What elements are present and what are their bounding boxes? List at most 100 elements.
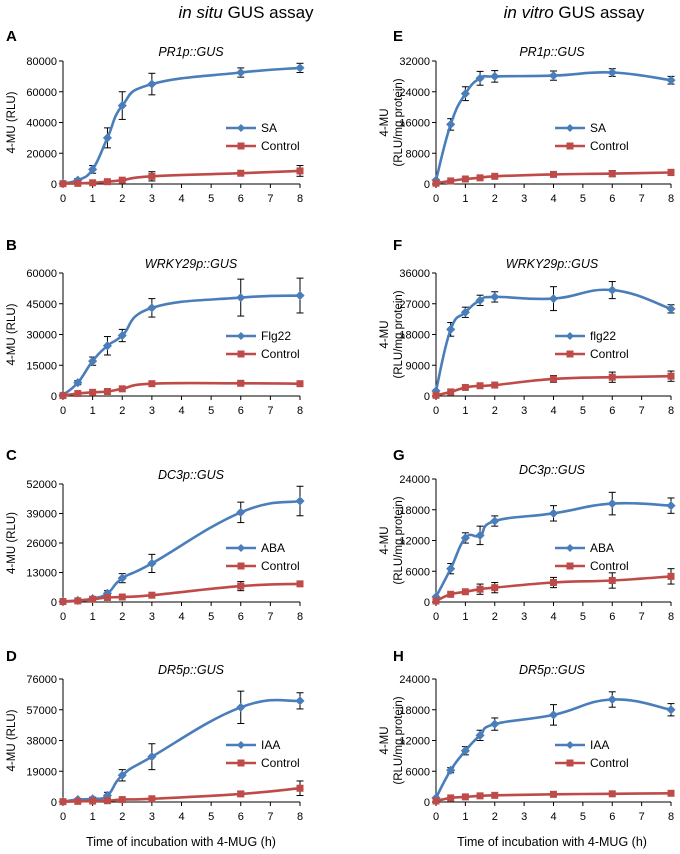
x-tick-label: 7 — [267, 811, 273, 823]
y-axis-label-line: 4-MU — [379, 108, 391, 136]
data-point-square — [74, 179, 82, 187]
chart-title-g: DC3p::GUS — [519, 463, 586, 477]
y-axis-label-line: 4-MU (RLU) — [6, 512, 18, 574]
data-point-diamond — [88, 356, 98, 366]
data-point-diamond — [490, 719, 500, 729]
data-point-diamond — [117, 101, 127, 111]
x-tick-label: 7 — [267, 405, 273, 417]
chart-title-a: PR1p::GUS — [158, 45, 224, 59]
y-tick-label: 6000 — [406, 566, 430, 578]
data-point-square — [89, 797, 97, 805]
x-tick-label: 7 — [639, 811, 645, 823]
y-tick-label: 0 — [424, 179, 430, 191]
data-point-diamond — [548, 710, 559, 720]
data-point-diamond — [475, 295, 485, 305]
chart-title-e: PR1p::GUS — [519, 45, 585, 59]
x-tick-label: 0 — [60, 405, 66, 417]
y-axis-label-line: 4-MU (RLU) — [6, 709, 18, 771]
y-axis-label-line: 4-MU (RLU) — [6, 91, 18, 153]
data-point-diamond — [446, 119, 456, 129]
x-tick-label: 1 — [462, 811, 468, 823]
x-tick-label: 6 — [238, 611, 244, 623]
legend-label: Control — [590, 559, 629, 573]
x-tick-label: 3 — [149, 193, 155, 205]
legend-marker-diamond — [566, 332, 574, 340]
x-tick-label: 0 — [433, 611, 439, 623]
data-point-square — [59, 598, 67, 606]
series-treatment-h — [431, 691, 676, 803]
x-axis-label-right: Time of incubation with 4-MUG (h) — [457, 835, 647, 849]
data-point-square — [667, 572, 675, 580]
data-point-square — [667, 789, 675, 797]
legend-label: Control — [261, 756, 300, 770]
y-axis-label-h: 4-MU (RLU/mg protein) — [379, 696, 405, 784]
series-treatment-e — [431, 67, 676, 185]
y-tick-label: 27000 — [399, 299, 430, 311]
data-point-diamond — [548, 294, 559, 304]
data-point-square — [103, 387, 111, 395]
y-axis-label-line: 4-MU — [379, 320, 391, 348]
series-line — [62, 582, 301, 603]
data-point-square — [148, 795, 156, 803]
y-axis-label-line: (RLU/mg protein) — [393, 496, 405, 584]
legend-marker-square — [237, 759, 245, 767]
x-tick-label: 0 — [433, 405, 439, 417]
panel-label-h: H — [393, 648, 404, 665]
y-tick-label: 24000 — [399, 474, 430, 486]
y-tick-label: 60000 — [26, 268, 57, 280]
data-point-square — [432, 597, 440, 605]
data-point-square — [118, 385, 126, 393]
data-point-diamond — [295, 696, 305, 706]
x-tick-label: 3 — [521, 405, 527, 417]
data-point-square — [461, 793, 469, 801]
data-point-diamond — [88, 164, 98, 174]
chart-title-h: DR5p::GUS — [519, 663, 586, 677]
data-point-diamond — [117, 330, 127, 341]
data-point-square — [550, 790, 557, 798]
data-point-diamond — [147, 79, 157, 89]
data-point-square — [491, 381, 499, 389]
x-tick-label: 6 — [238, 405, 244, 417]
legend-marker-square — [237, 350, 245, 358]
data-point-diamond — [73, 378, 83, 388]
data-point-square — [59, 392, 67, 400]
y-tick-label: 8000 — [406, 148, 430, 160]
y-tick-label: 15000 — [26, 360, 57, 372]
data-point-square — [447, 177, 455, 185]
data-point-square — [103, 178, 111, 186]
x-tick-label: 7 — [639, 193, 645, 205]
data-point-diamond — [607, 285, 617, 295]
y-tick-label: 38000 — [26, 736, 57, 748]
data-point-square — [89, 388, 97, 396]
data-point-diamond — [147, 303, 157, 313]
x-tick-label: 6 — [238, 811, 244, 823]
x-tick-label: 3 — [521, 811, 527, 823]
data-point-square — [476, 382, 484, 390]
panel-label-f: F — [393, 237, 402, 254]
y-axis-label-a: 4-MU (RLU) — [6, 91, 18, 153]
data-point-diamond — [666, 304, 676, 314]
data-point-square — [608, 790, 616, 798]
legend-marker-diamond — [566, 741, 574, 749]
legend-marker-square — [566, 562, 574, 570]
y-tick-label: 0 — [51, 597, 57, 609]
panel-label-a: A — [6, 28, 17, 45]
x-tick-label: 6 — [609, 405, 615, 417]
data-point-square — [447, 590, 455, 598]
data-point-diamond — [117, 573, 127, 583]
data-point-square — [59, 798, 67, 806]
legend-marker-square — [237, 142, 245, 150]
series-control-f — [432, 370, 675, 399]
legend-label: Control — [590, 139, 629, 153]
y-axis-label-line: 4-MU (RLU) — [6, 303, 18, 365]
data-point-square — [103, 797, 111, 805]
legend-label: flg22 — [590, 329, 616, 343]
data-point-diamond — [666, 705, 676, 715]
y-axis-label-d: 4-MU (RLU) — [6, 709, 18, 771]
data-point-square — [89, 179, 97, 187]
y-tick-label: 0 — [424, 597, 430, 609]
data-point-square — [118, 176, 126, 184]
